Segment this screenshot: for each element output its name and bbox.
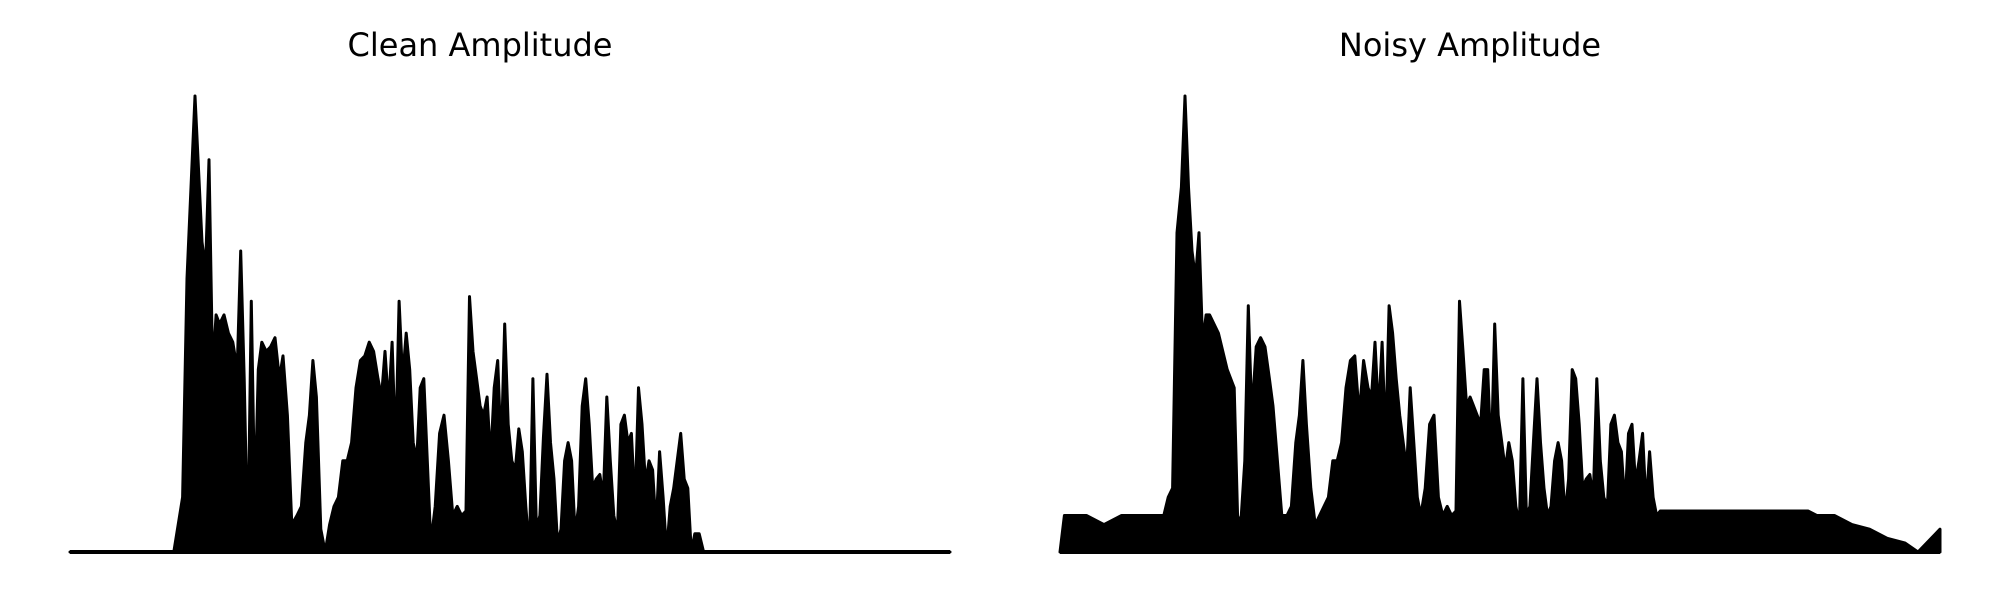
- chart-title: Clean Amplitude: [347, 26, 613, 64]
- chart-title: Noisy Amplitude: [1338, 26, 1602, 64]
- amplitude-area: [68, 94, 952, 554]
- noisy-amplitude-panel: Noisy Amplitude: [990, 0, 1950, 600]
- clean-amplitude-plot: [68, 94, 952, 554]
- amplitude-area: [1058, 94, 1942, 554]
- clean-amplitude-panel: Clean Amplitude: [0, 0, 960, 600]
- noisy-amplitude-plot: [1058, 94, 1942, 554]
